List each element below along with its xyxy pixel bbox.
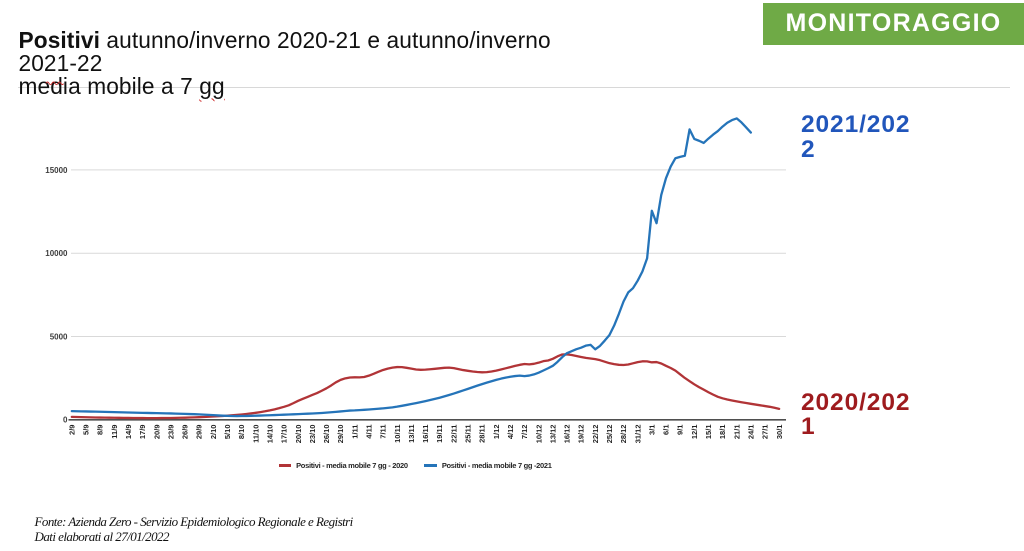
x-tick-label-16-12: 16/12 xyxy=(563,425,572,444)
x-tick-label-4-12: 4/12 xyxy=(506,425,515,440)
label-season-2020-2021: 2020/2021 xyxy=(801,388,911,441)
legend-label-2021: Positivi - media mobile 7 gg -2021 xyxy=(441,461,552,471)
x-tick-label-26-9: 26/9 xyxy=(181,425,190,440)
x-tick-label-7-11: 7/11 xyxy=(379,425,388,439)
x-tick-label-20-9: 20/9 xyxy=(152,425,161,440)
x-tick-label-23-9: 23/9 xyxy=(166,425,175,440)
x-tick-label-8-10: 8/10 xyxy=(237,425,246,440)
y-tick-label-15000: 15000 xyxy=(45,166,68,175)
legend-swatch-2020 xyxy=(278,464,292,468)
footer-source: Fonte: Azienda Zero - Servizio Epidemiol… xyxy=(34,513,354,529)
x-tick-label-24-1: 24/1 xyxy=(746,425,755,440)
x-tick-label-30-1: 30/1 xyxy=(775,425,784,440)
x-tick-label-8-9: 8/9 xyxy=(96,425,105,435)
monitoring-banner-label: MONITORAGGIO xyxy=(785,9,1002,38)
y-tick-label-0: 0 xyxy=(63,416,68,425)
title-rest: autunno/inverno 2020-21 e autunno/invern… xyxy=(18,26,551,76)
x-tick-label-22-11: 22/11 xyxy=(449,425,458,443)
x-tick-label-1-11: 1/11 xyxy=(350,425,359,439)
x-tick-label-25-11: 25/11 xyxy=(464,425,473,443)
x-tick-label-20-10: 20/10 xyxy=(294,425,303,444)
x-tick-label-12-1: 12/1 xyxy=(690,425,699,440)
chart-title: Positivi autunno/inverno 2020-21 e autun… xyxy=(18,26,557,99)
title-emphasis: Positivi xyxy=(18,26,100,53)
x-tick-label-28-12: 28/12 xyxy=(619,425,628,444)
header-rule xyxy=(18,87,1010,88)
x-tick-label-23-10: 23/10 xyxy=(308,425,317,444)
x-tick-label-17-10: 17/10 xyxy=(280,425,289,444)
x-tick-label-6-1: 6/1 xyxy=(662,425,671,435)
x-tick-label-31-12: 31/12 xyxy=(633,425,642,444)
x-tick-label-13-12: 13/12 xyxy=(548,425,557,444)
x-tick-label-21-1: 21/1 xyxy=(732,425,741,440)
chart-legend: Positivi - media mobile 7 gg - 2020 Posi… xyxy=(278,461,552,471)
x-tick-label-10-12: 10/12 xyxy=(534,425,543,444)
label-season-2021-2022: 2021/2022 xyxy=(801,111,911,163)
x-tick-label-13-11: 13/11 xyxy=(407,425,416,443)
legend-swatch-2021 xyxy=(424,464,437,468)
x-tick-label-11-10: 11/10 xyxy=(251,425,260,443)
y-tick-label-10000: 10000 xyxy=(45,249,68,258)
x-tick-label-5-10: 5/10 xyxy=(223,425,232,440)
x-tick-label-29-10: 29/10 xyxy=(336,425,345,444)
subtitle-text: media mobile a 7 xyxy=(18,72,200,99)
y-tick-label-5000: 5000 xyxy=(50,332,68,341)
footer-note: Fonte: Azienda Zero - Servizio Epidemiol… xyxy=(34,513,354,544)
x-tick-label-7-12: 7/12 xyxy=(520,425,529,440)
x-tick-label-17-9: 17/9 xyxy=(138,425,147,440)
x-tick-label-15-1: 15/1 xyxy=(704,425,713,440)
x-tick-label-19-12: 19/12 xyxy=(577,425,586,444)
monitoring-banner: MONITORAGGIO xyxy=(763,3,1024,45)
x-tick-label-19-11: 19/11 xyxy=(435,425,444,443)
x-tick-label-25-12: 25/12 xyxy=(605,425,614,444)
chart-subtitle: media mobile a 7 gg xyxy=(18,72,557,99)
x-tick-label-11-9: 11/9 xyxy=(110,425,119,439)
subtitle-flagged-word: gg xyxy=(199,72,225,99)
x-tick-label-4-11: 4/11 xyxy=(364,425,373,439)
series-line-2020 xyxy=(70,353,781,420)
x-tick-label-1-12: 1/12 xyxy=(492,425,501,440)
x-tick-label-14-10: 14/10 xyxy=(265,425,274,444)
x-tick-label-2-10: 2/10 xyxy=(209,425,218,440)
x-tick-label-27-1: 27/1 xyxy=(761,425,770,440)
x-tick-label-22-12: 22/12 xyxy=(591,425,600,444)
legend-item-2020: Positivi - media mobile 7 gg - 2020 xyxy=(278,461,408,471)
x-tick-label-16-11: 16/11 xyxy=(421,425,430,443)
x-tick-label-10-11: 10/11 xyxy=(393,425,402,443)
x-tick-label-9-1: 9/1 xyxy=(676,425,685,435)
x-tick-label-14-9: 14/9 xyxy=(124,425,133,440)
spellcheck-squiggle-media xyxy=(45,81,64,86)
x-tick-label-26-10: 26/10 xyxy=(322,425,331,444)
x-tick-label-29-9: 29/9 xyxy=(195,425,204,440)
x-tick-label-28-11: 28/11 xyxy=(478,425,487,443)
footer-updated: Dati elaborati al 27/01/2022 xyxy=(34,528,170,544)
x-tick-label-3-1: 3/1 xyxy=(647,425,656,435)
legend-item-2021: Positivi - media mobile 7 gg -2021 xyxy=(424,461,552,471)
x-tick-label-5-9: 5/9 xyxy=(82,425,91,435)
x-tick-label-18-1: 18/1 xyxy=(718,425,727,440)
x-tick-label-2-9: 2/9 xyxy=(67,425,76,435)
series-line-2021 xyxy=(70,117,753,418)
legend-label-2020: Positivi - media mobile 7 gg - 2020 xyxy=(296,461,408,471)
